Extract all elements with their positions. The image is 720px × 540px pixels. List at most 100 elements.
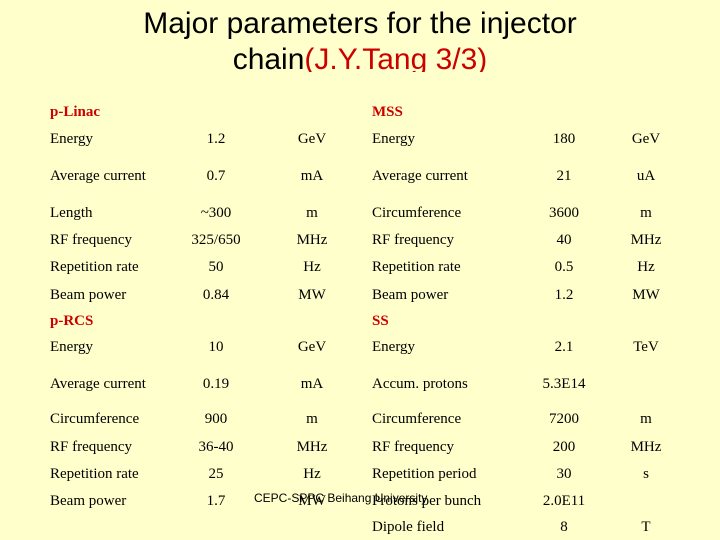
- left-value: 325/650: [191, 232, 241, 248]
- left-param: Energy: [50, 339, 94, 355]
- right-param: Circumference: [372, 411, 462, 427]
- left-unit: m: [306, 411, 318, 427]
- right-param: Average current: [372, 168, 468, 184]
- left-param: Average current: [50, 168, 146, 184]
- left-value: 0.19: [202, 376, 230, 392]
- left-value: 36-40: [198, 438, 234, 455]
- title-chain: chain: [232, 43, 305, 76]
- right-value: 0.5: [554, 259, 574, 275]
- left-value: [178, 514, 254, 540]
- right-unit: m: [640, 205, 652, 221]
- section-row-linac-mss: p-Linac MSS: [44, 98, 692, 126]
- right-value: 2.0E11: [542, 492, 586, 509]
- right-unit: MHz: [630, 232, 662, 248]
- right-value: 7200: [549, 411, 579, 427]
- right-param: Accum. protons: [372, 376, 468, 392]
- table-row: Average current 0.7 mA Average current 21 uA: [44, 154, 692, 198]
- left-unit: GeV: [297, 131, 327, 147]
- left-unit: mA: [300, 376, 324, 392]
- right-param: Energy: [372, 131, 416, 147]
- left-unit: MW: [298, 492, 326, 509]
- right-value: 8: [560, 519, 568, 535]
- left-unit: MHz: [296, 438, 328, 455]
- section-p-rcs: p-RCS: [50, 313, 94, 329]
- parameter-table: p-Linac MSS p-RCS SS Energy 1.2 GeV Energy 1…: [44, 72, 692, 540]
- right-unit: [600, 487, 692, 514]
- table-row: RF frequency 36-40 MHz RF frequency 200 MHz: [44, 433, 692, 460]
- left-unit: Hz: [303, 465, 321, 482]
- left-param: Average current: [50, 376, 146, 392]
- table-row: Circumference 900 m Circumference 7200 m: [44, 406, 692, 432]
- right-value: 2.1: [554, 339, 574, 355]
- right-unit: GeV: [631, 131, 661, 147]
- right-unit: m: [640, 411, 652, 427]
- table-header-strip: [44, 72, 692, 98]
- right-value: 200: [552, 438, 576, 455]
- left-unit: [256, 514, 368, 540]
- left-param: Repetition rate: [50, 465, 139, 482]
- table-row: Energy 1.2 GeV Energy 180 GeV: [44, 126, 692, 152]
- left-value: 1.7: [206, 492, 226, 509]
- left-value: 50: [208, 259, 224, 275]
- right-unit: uA: [636, 168, 656, 184]
- section-ss: SS: [372, 313, 389, 329]
- right-value: 3600: [549, 205, 579, 221]
- left-param: RF frequency: [50, 438, 133, 455]
- right-unit: MHz: [630, 438, 662, 455]
- right-param: Repetition rate: [372, 259, 461, 275]
- left-value: 900: [204, 411, 228, 427]
- left-unit: MHz: [296, 232, 328, 248]
- table-row: Dipole field 8 T: [44, 514, 692, 540]
- table-row: Energy 10 GeV Energy 2.1 TeV: [44, 334, 692, 360]
- left-param: [50, 514, 176, 540]
- right-value: 21: [556, 168, 572, 184]
- right-param: RF frequency: [372, 232, 455, 248]
- left-value: 10: [208, 339, 224, 355]
- left-param: Beam power: [50, 492, 127, 509]
- section-row-rcs-ss: p-RCS SS: [44, 308, 692, 334]
- left-param: Repetition rate: [50, 259, 139, 275]
- left-param: Beam power: [50, 286, 127, 303]
- right-value: 40: [556, 232, 572, 248]
- section-mss: MSS: [372, 104, 403, 120]
- left-unit: GeV: [297, 339, 327, 355]
- left-unit: mA: [300, 168, 324, 184]
- footer-text: CEPC-SPPC Beihang University: [254, 491, 428, 505]
- right-param: Circumference: [372, 205, 462, 221]
- right-unit: s: [643, 465, 649, 482]
- title-line1: Major parameters for the injector: [143, 7, 577, 40]
- left-unit: MW: [298, 286, 326, 303]
- table-row: RF frequency 325/650 MHz RF frequency 40 MHz: [44, 227, 692, 253]
- left-unit: Hz: [303, 259, 321, 275]
- left-value: 0.7: [206, 168, 226, 184]
- right-unit: MW: [632, 286, 660, 303]
- right-param: Dipole field: [372, 519, 445, 535]
- left-unit: m: [306, 205, 318, 221]
- table-row: Repetition rate 25 Hz Repetition period 30 s: [44, 460, 692, 487]
- right-value: 180: [552, 131, 576, 147]
- table-row: Average current 0.19 mA Accum. protons 5.3E1…: [44, 362, 692, 406]
- table-row: Length ~300 m Circumference 3600 m: [44, 200, 692, 226]
- right-param: Energy: [372, 339, 416, 355]
- right-value: 30: [556, 465, 572, 482]
- section-p-linac: p-Linac: [50, 104, 101, 120]
- right-unit: TeV: [633, 339, 659, 355]
- table-row: Repetition rate 50 Hz Repetition rate 0.5 Hz: [44, 254, 692, 280]
- title-author: (J.Y.Tang 3/3): [304, 43, 488, 76]
- right-unit: Hz: [637, 259, 655, 275]
- right-param: Repetition period: [372, 465, 477, 482]
- left-param: RF frequency: [50, 232, 133, 248]
- right-param: Protons per bunch: [372, 492, 482, 509]
- table-row: Beam power 1.7 MW Protons per bunch 2.0E11: [44, 487, 692, 514]
- left-value: 1.2: [206, 131, 226, 147]
- left-value: 25: [208, 465, 224, 482]
- left-param: Length: [50, 205, 93, 221]
- left-value: 0.84: [202, 286, 230, 303]
- title-line2: chain(J.Y.Tang 3/3): [0, 42, 720, 78]
- right-unit: T: [641, 519, 651, 535]
- left-param: Circumference: [50, 411, 140, 427]
- right-param: Beam power: [372, 286, 449, 303]
- left-param: Energy: [50, 131, 94, 147]
- right-unit: [600, 362, 692, 406]
- slide-title: Major parameters for the injector chain(…: [0, 6, 720, 78]
